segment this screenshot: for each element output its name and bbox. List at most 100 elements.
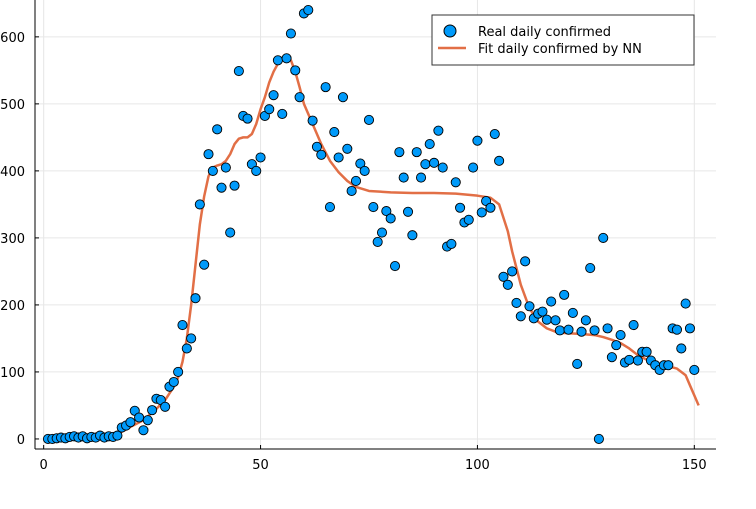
data-point	[138, 425, 149, 436]
fit-line-layer	[47, 55, 700, 441]
data-point	[572, 358, 583, 369]
data-point	[684, 323, 696, 334]
data-point	[281, 53, 292, 64]
data-point	[554, 325, 565, 336]
data-point	[468, 162, 479, 173]
data-point	[225, 227, 236, 238]
data-point	[381, 206, 392, 217]
data-point	[294, 92, 305, 103]
data-point	[606, 352, 617, 363]
data-point	[168, 376, 179, 388]
legend-box	[431, 14, 695, 66]
data-point	[233, 65, 244, 77]
data-point	[407, 230, 418, 241]
data-point	[463, 214, 474, 225]
data-point	[671, 324, 683, 335]
data-point	[520, 256, 531, 267]
data-point	[303, 5, 314, 16]
data-point	[372, 236, 383, 247]
data-point	[494, 155, 505, 166]
data-point	[515, 311, 526, 322]
data-point	[628, 319, 639, 331]
data-point	[112, 430, 123, 441]
y-tick-label: 100	[0, 366, 25, 381]
data-point	[446, 238, 457, 249]
data-point	[485, 202, 496, 213]
data-point	[207, 165, 218, 176]
data-point	[363, 114, 375, 126]
data-point	[376, 227, 388, 238]
data-point	[125, 417, 136, 428]
grid-lines	[35, 0, 716, 449]
data-point	[502, 279, 513, 290]
data-point	[632, 355, 643, 366]
axes	[34, 0, 716, 450]
data-point	[589, 325, 600, 336]
data-point	[181, 343, 192, 354]
data-point	[134, 412, 145, 423]
data-point	[420, 159, 431, 170]
legend-marker-scatter	[443, 24, 457, 38]
data-point	[433, 125, 444, 136]
data-point	[411, 147, 422, 158]
data-point	[285, 28, 296, 39]
data-point	[316, 149, 327, 160]
data-point	[546, 296, 557, 307]
data-point	[602, 323, 613, 334]
data-point	[320, 82, 331, 93]
data-point	[220, 162, 231, 173]
legend-label-scatter: Real daily confirmed	[478, 25, 611, 40]
data-point	[689, 364, 700, 375]
data-point	[537, 306, 548, 317]
y-tick-label: 300	[0, 232, 25, 247]
data-point	[576, 326, 587, 337]
fit-line	[47, 55, 700, 441]
data-point	[541, 314, 552, 325]
data-point	[593, 433, 604, 445]
data-point	[472, 135, 483, 146]
data-point	[437, 162, 448, 173]
data-point	[641, 346, 652, 357]
data-point	[415, 172, 427, 183]
x-tick-label: 100	[465, 458, 490, 473]
data-point	[524, 301, 535, 312]
data-point	[337, 92, 349, 103]
data-point	[359, 165, 370, 176]
data-point	[680, 298, 691, 309]
scatter-points-layer	[42, 5, 700, 445]
data-point	[333, 152, 344, 163]
data-point	[498, 271, 509, 282]
data-point	[385, 213, 396, 224]
x-tick-label: 0	[40, 458, 48, 473]
data-point	[216, 182, 227, 193]
data-point	[307, 115, 318, 126]
data-point	[311, 141, 322, 152]
data-point	[199, 259, 210, 270]
data-point	[268, 90, 279, 101]
data-point	[251, 165, 262, 176]
data-point	[424, 139, 435, 150]
data-point	[663, 360, 674, 371]
data-point	[190, 293, 201, 304]
data-point	[476, 207, 487, 218]
data-point	[507, 266, 518, 277]
data-point	[368, 202, 379, 213]
data-point	[346, 185, 357, 197]
data-point	[615, 330, 626, 341]
data-point	[264, 104, 275, 115]
data-point	[567, 307, 578, 319]
data-point	[489, 128, 500, 140]
data-point	[324, 202, 336, 213]
data-point	[277, 108, 288, 119]
data-point	[350, 175, 362, 186]
data-point	[229, 180, 240, 191]
data-point	[550, 315, 561, 326]
legend: Real daily confirmed Fit daily confirmed…	[431, 14, 695, 66]
data-point	[142, 415, 153, 426]
data-point	[624, 354, 635, 365]
data-point	[585, 263, 596, 274]
data-point	[394, 147, 405, 158]
x-tick-label: 150	[682, 458, 707, 473]
